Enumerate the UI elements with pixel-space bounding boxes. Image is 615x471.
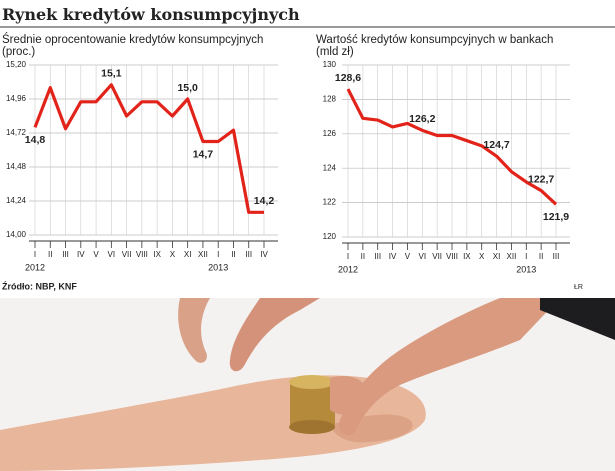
x-tick-label: IV: [389, 252, 397, 261]
subtitle-line: (proc.): [2, 46, 35, 58]
x-tick-label: I: [347, 252, 349, 261]
x-tick-label: I: [525, 252, 527, 261]
value-label: 14,2: [254, 195, 275, 207]
value-label: 15,1: [101, 68, 122, 80]
value-label: 122,7: [528, 173, 554, 185]
x-tick-label: IX: [463, 252, 471, 261]
x-tick-label: X: [170, 250, 176, 259]
y-tick-label: 14,00: [6, 230, 27, 239]
x-tick-label: VII: [432, 252, 442, 261]
y-tick-label: 14,72: [6, 128, 27, 137]
y-tick-label: 14,48: [6, 162, 27, 171]
credit: ŁR: [574, 284, 583, 291]
coin-stack: [290, 382, 335, 427]
x-tick-label: XII: [507, 252, 517, 261]
photo: [0, 298, 615, 471]
x-tick-label: VIII: [136, 250, 148, 259]
source: Źródło: NBP, KNF: [2, 281, 77, 291]
y-tick-label: 14,24: [6, 196, 27, 205]
y-tick-label: 128: [323, 95, 337, 104]
y-tick-label: 124: [323, 163, 337, 172]
x-tick-label: III: [245, 250, 252, 259]
x-tick-label: V: [93, 250, 99, 259]
y-tick-label: 120: [323, 232, 337, 241]
finger: [229, 298, 320, 372]
x-tick-label: II: [361, 252, 365, 261]
year-label: 2013: [516, 264, 536, 274]
x-tick-label: II: [48, 250, 52, 259]
subtitle-line: Wartość kredytów konsumpcyjnych w bankac…: [316, 34, 553, 46]
value-label: 121,9: [543, 211, 569, 223]
x-tick-label: II: [539, 252, 543, 261]
upper-hand: [339, 298, 560, 436]
finger: [178, 298, 210, 363]
chart-subtitle: Średnie oprocentowanie kredytów konsumpc…: [2, 33, 263, 58]
x-tick-label: IV: [77, 250, 85, 259]
y-tick-label: 130: [323, 60, 337, 69]
x-tick-label: III: [553, 252, 560, 261]
data-line: [33, 83, 264, 214]
x-tick-label: I: [217, 250, 219, 259]
y-tick-label: 126: [323, 129, 337, 138]
coin-bottom: [289, 420, 335, 434]
value-label: 126,2: [409, 113, 435, 125]
x-tick-label: II: [231, 250, 235, 259]
fingertip: [330, 376, 369, 416]
x-tick-label: V: [405, 252, 411, 261]
x-tick-label: IX: [153, 250, 161, 259]
value-label: 15,0: [177, 82, 198, 94]
year-label: 2012: [338, 264, 358, 274]
subtitle-line: (mld zł): [316, 46, 354, 58]
y-tick-label: 15,20: [6, 60, 27, 69]
x-tick-label: VII: [122, 250, 132, 259]
data-line: [346, 88, 558, 206]
x-tick-label: X: [479, 252, 485, 261]
value-label: 128,6: [335, 72, 361, 84]
coin-top: [289, 375, 335, 389]
subtitle-line: Średnie oprocentowanie kredytów konsumpc…: [2, 33, 263, 46]
year-label: 2012: [25, 262, 45, 272]
sleeve: [540, 298, 615, 340]
value-label: 124,7: [483, 139, 509, 151]
value-label: 14,7: [193, 148, 214, 160]
x-tick-label: III: [374, 252, 381, 261]
x-tick-label: I: [34, 250, 36, 259]
value-label: 14,8: [25, 134, 46, 146]
x-tick-label: IV: [260, 250, 268, 259]
x-tick-label: III: [62, 250, 69, 259]
x-tick-label: XII: [198, 250, 208, 259]
x-tick-label: XI: [184, 250, 192, 259]
chart-subtitle: Wartość kredytów konsumpcyjnych w bankac…: [316, 34, 553, 58]
x-tick-label: VIII: [446, 252, 458, 261]
year-label: 2013: [208, 262, 228, 272]
y-tick-label: 14,96: [6, 94, 27, 103]
y-tick-label: 122: [323, 198, 337, 207]
x-tick-label: XI: [493, 252, 501, 261]
x-tick-label: VI: [419, 252, 427, 261]
x-tick-label: VI: [108, 250, 116, 259]
page-title: Rynek kredytów konsumpcyjnych: [2, 5, 300, 24]
